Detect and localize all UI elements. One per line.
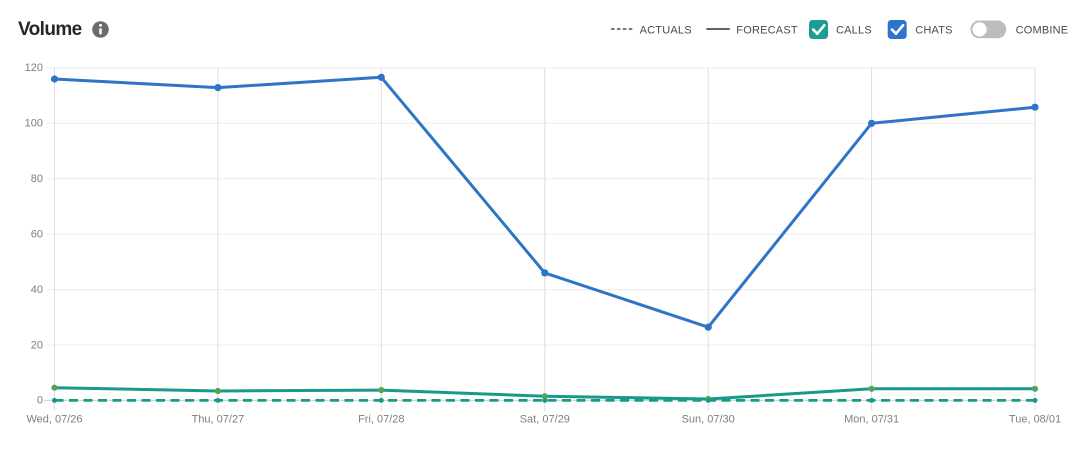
svg-text:Volume: Volume [18, 19, 82, 40]
svg-text:COMBINE: COMBINE [1016, 24, 1069, 36]
svg-text:Sun, 07/30: Sun, 07/30 [682, 413, 735, 425]
svg-text:Mon, 07/31: Mon, 07/31 [844, 413, 899, 425]
svg-text:100: 100 [25, 118, 43, 130]
svg-text:120: 120 [25, 62, 43, 74]
svg-text:CALLS: CALLS [836, 24, 872, 36]
svg-text:CHATS: CHATS [915, 24, 952, 36]
svg-text:ACTUALS: ACTUALS [640, 24, 692, 36]
svg-text:Wed, 07/26: Wed, 07/26 [26, 413, 82, 425]
svg-text:FORECAST: FORECAST [736, 24, 798, 36]
svg-text:Tue, 08/01: Tue, 08/01 [1009, 413, 1061, 425]
svg-text:60: 60 [31, 228, 43, 240]
svg-text:40: 40 [31, 284, 43, 296]
svg-text:20: 20 [31, 339, 43, 351]
svg-text:Thu, 07/27: Thu, 07/27 [192, 413, 245, 425]
svg-text:80: 80 [31, 173, 43, 185]
svg-text:0: 0 [37, 395, 43, 407]
svg-text:Sat, 07/29: Sat, 07/29 [520, 413, 570, 425]
svg-text:Fri, 07/28: Fri, 07/28 [358, 413, 404, 425]
